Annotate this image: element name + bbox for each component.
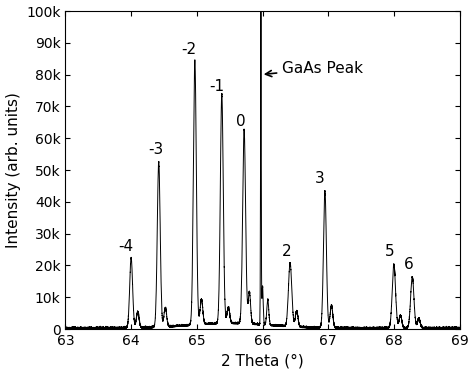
Text: -4: -4 bbox=[118, 239, 134, 254]
X-axis label: 2 Theta (°): 2 Theta (°) bbox=[221, 353, 304, 368]
Text: -3: -3 bbox=[148, 142, 163, 157]
Text: -1: -1 bbox=[209, 79, 224, 94]
Text: 0: 0 bbox=[236, 114, 246, 129]
Y-axis label: Intensity (arb. units): Intensity (arb. units) bbox=[6, 92, 20, 248]
Text: 6: 6 bbox=[403, 257, 413, 272]
Text: 3: 3 bbox=[315, 171, 325, 186]
Text: 2: 2 bbox=[282, 244, 292, 259]
Text: -2: -2 bbox=[182, 42, 197, 57]
Text: 5: 5 bbox=[384, 244, 394, 259]
Text: GaAs Peak: GaAs Peak bbox=[265, 61, 363, 77]
